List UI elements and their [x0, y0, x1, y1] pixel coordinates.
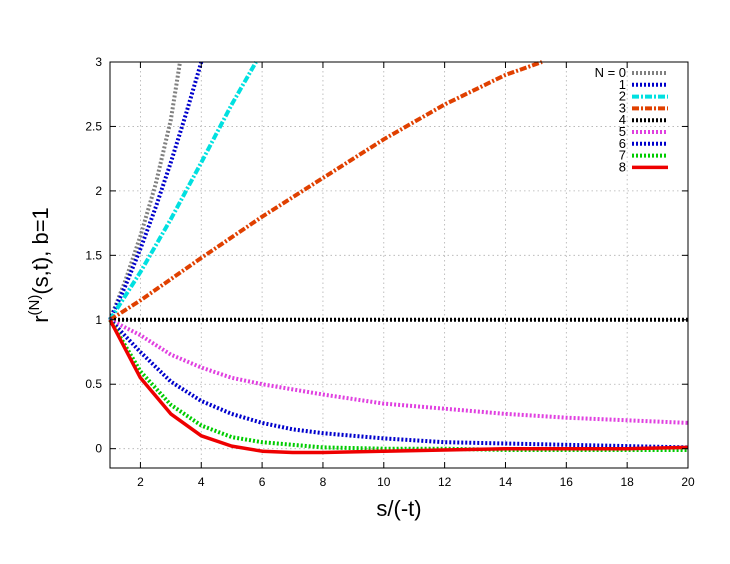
x-tick-label: 2	[137, 475, 144, 489]
y-axis-label-rest: (s,t), b=1	[28, 207, 53, 294]
legend-label-2: 2	[619, 89, 626, 104]
y-tick-label: 1.5	[85, 248, 102, 262]
series-line-5	[109, 318, 689, 425]
x-tick-label: 10	[377, 475, 391, 489]
legend-label-4: 4	[619, 112, 626, 127]
series-line-0	[108, 61, 182, 321]
series-line-1	[108, 61, 204, 321]
series-line-2	[108, 61, 258, 321]
series-lines	[108, 60, 689, 455]
legend-label-6: 6	[619, 136, 626, 151]
x-tick-label: 20	[681, 475, 695, 489]
legend-label-5: 5	[619, 124, 626, 139]
grid	[110, 61, 689, 468]
series-line-8	[108, 318, 689, 455]
y-tick-label: 3	[95, 55, 102, 69]
y-tick-label: 2	[95, 184, 102, 198]
legend-label-0: N = 0	[595, 65, 626, 80]
x-tick-label: 4	[198, 475, 205, 489]
x-tick-label: 12	[438, 475, 452, 489]
y-axis-label-main: r	[28, 315, 53, 322]
x-tick-label: 18	[620, 475, 634, 489]
y-tick-label: 1	[95, 313, 102, 327]
series-line-6	[108, 318, 689, 450]
y-axis-label-superscript: (N)	[26, 295, 43, 316]
y-tick-label: 0	[95, 442, 102, 456]
x-axis-label: s/(-t)	[376, 496, 421, 521]
x-tick-label: 16	[560, 475, 574, 489]
plot-frame	[109, 61, 689, 469]
legend-label-3: 3	[619, 100, 626, 115]
x-tick-label: 14	[499, 475, 513, 489]
legend-label-1: 1	[619, 77, 626, 92]
series-line-3	[108, 60, 543, 322]
x-tick-label: 6	[259, 475, 266, 489]
legend-label-7: 7	[619, 148, 626, 163]
y-tick-label: 2.5	[85, 119, 102, 133]
x-tick-label: 8	[320, 475, 327, 489]
legend-label-8: 8	[619, 159, 626, 174]
y-axis-label: r(N)(s,t), b=1	[26, 207, 53, 323]
y-tick-label: 0.5	[85, 377, 102, 391]
